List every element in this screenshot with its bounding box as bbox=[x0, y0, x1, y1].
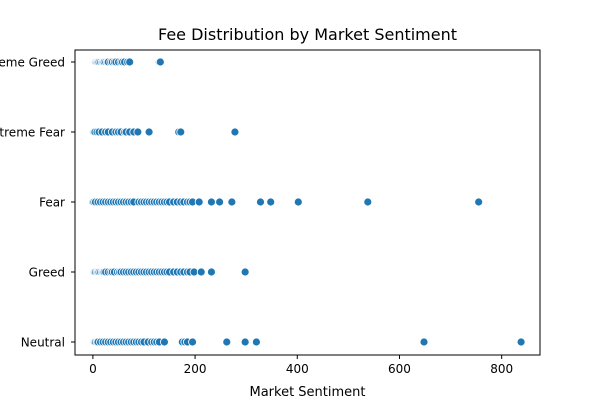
data-point bbox=[227, 197, 237, 207]
data-point bbox=[194, 197, 204, 207]
data-point bbox=[188, 337, 197, 347]
data-point bbox=[155, 57, 165, 67]
x-tick-label: 200 bbox=[184, 362, 207, 376]
axes: 0 200 400 600 800 Extreme Greed Extreme Fear Fe… bbox=[0, 49, 541, 376]
data-point bbox=[293, 197, 303, 207]
data-point bbox=[251, 337, 261, 347]
data-point bbox=[474, 197, 484, 207]
data-point bbox=[516, 337, 526, 347]
chart-title: Fee Distribution by Market Sentiment bbox=[158, 25, 457, 44]
data-point bbox=[196, 267, 206, 277]
data-point bbox=[256, 197, 265, 207]
y-tick-label: Neutral bbox=[21, 336, 65, 350]
y-tick-label: Fear bbox=[39, 196, 65, 210]
y-tick-label: Extreme Fear bbox=[0, 126, 65, 140]
data-point bbox=[419, 337, 429, 347]
data-point bbox=[230, 127, 240, 137]
data-point bbox=[160, 337, 169, 347]
data-point bbox=[133, 127, 143, 137]
data-point bbox=[240, 337, 250, 347]
y-tick-label: Greed bbox=[29, 266, 65, 280]
plot-area bbox=[88, 57, 526, 347]
y-tick-label: Extreme Greed bbox=[0, 56, 65, 70]
data-point bbox=[363, 197, 373, 207]
data-point bbox=[215, 197, 225, 207]
data-point bbox=[207, 197, 216, 207]
x-axis-label: Market Sentiment bbox=[249, 385, 365, 400]
x-tick-label: 400 bbox=[286, 362, 309, 376]
x-tick-label: 600 bbox=[388, 362, 411, 376]
data-point bbox=[240, 267, 250, 277]
data-point bbox=[207, 267, 216, 277]
data-point bbox=[266, 197, 276, 207]
data-point bbox=[125, 57, 135, 67]
data-point bbox=[222, 337, 232, 347]
x-tick-label: 800 bbox=[490, 362, 513, 376]
data-point bbox=[176, 127, 186, 137]
data-point bbox=[144, 127, 154, 137]
x-tick-label: 0 bbox=[89, 362, 97, 376]
